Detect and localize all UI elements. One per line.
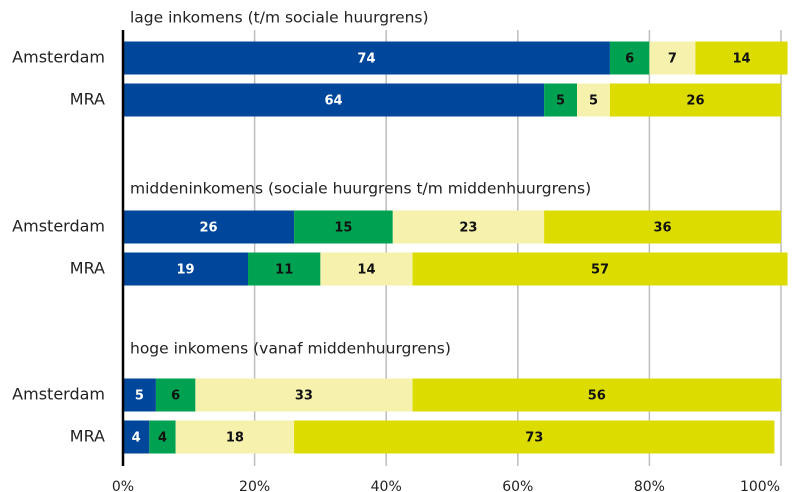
bar-segment: [320, 252, 413, 286]
value-label: 18: [226, 431, 244, 446]
bar-segment: [392, 210, 545, 244]
x-tick-label: 100%: [740, 479, 780, 492]
value-label: 6: [171, 389, 180, 404]
value-label: 4: [158, 431, 167, 446]
value-label: 26: [199, 221, 217, 236]
bar-segment: [695, 41, 788, 75]
bar-segment: [609, 41, 650, 75]
category-label: MRA: [70, 259, 105, 278]
value-label: 5: [589, 94, 598, 109]
bar-segment: [544, 83, 578, 117]
value-label: 14: [732, 52, 750, 67]
bar-segment: [544, 210, 781, 244]
bar-segment: [123, 378, 156, 412]
bar-segment: [412, 378, 781, 412]
value-label: 23: [459, 221, 477, 236]
bar-segment: [175, 420, 295, 454]
x-tick-label: 80%: [634, 479, 665, 492]
value-label: 64: [325, 94, 343, 109]
category-label: MRA: [70, 427, 105, 446]
value-label: 73: [525, 431, 543, 446]
bar-segment: [123, 210, 295, 244]
panel-title: hoge inkomens (vanaf middenhuurgrens): [130, 340, 451, 358]
value-label: 5: [556, 94, 565, 109]
bar-segment: [123, 83, 545, 117]
x-tick-label: 0%: [112, 479, 134, 492]
bar-segment: [155, 378, 196, 412]
value-label: 19: [176, 263, 194, 278]
bar-segment: [649, 41, 696, 75]
value-label: 15: [334, 221, 352, 236]
bar-segment: [195, 378, 413, 412]
bar-segment: [609, 83, 781, 117]
value-label: 14: [357, 263, 375, 278]
value-label: 11: [275, 263, 293, 278]
bar-segment: [294, 420, 775, 454]
x-tick-label: 60%: [502, 479, 533, 492]
value-label: 74: [357, 52, 375, 67]
value-label: 4: [132, 431, 141, 446]
value-label: 56: [588, 389, 606, 404]
x-tick-label: 40%: [371, 479, 402, 492]
value-label: 33: [295, 389, 313, 404]
value-label: 36: [654, 221, 672, 236]
bar-segment: [294, 210, 393, 244]
value-label: 5: [135, 389, 144, 404]
bar-segment: [248, 252, 321, 286]
category-label: Amsterdam: [12, 48, 105, 67]
value-label: 7: [668, 52, 677, 67]
category-label: Amsterdam: [12, 217, 105, 236]
value-label: 57: [591, 263, 609, 278]
bar-segment: [412, 252, 788, 286]
bar-segment: [123, 420, 150, 454]
category-label: Amsterdam: [12, 385, 105, 404]
bar-segment: [577, 83, 610, 117]
category-label: MRA: [70, 90, 105, 109]
panel-title: middeninkomens (sociale huurgrens t/m mi…: [130, 180, 591, 198]
panel-title: lage inkomens (t/m sociale huurgrens): [130, 9, 429, 27]
x-tick-label: 20%: [239, 479, 270, 492]
value-label: 6: [625, 52, 634, 67]
bar-segment: [149, 420, 176, 454]
bar-segment: [123, 41, 610, 75]
value-label: 26: [686, 94, 704, 109]
bar-segment: [123, 252, 249, 286]
